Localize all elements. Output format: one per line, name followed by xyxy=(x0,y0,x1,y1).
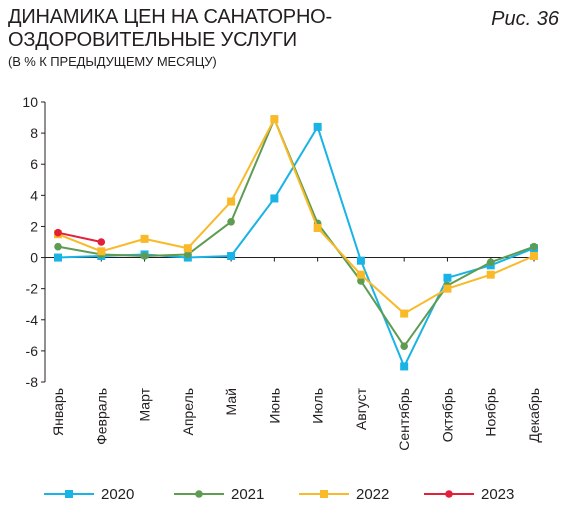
data-point-2020 xyxy=(227,252,236,260)
y-tick-label: 2 xyxy=(30,218,38,234)
data-point-2023 xyxy=(54,228,62,237)
x-tick-label: Июль xyxy=(310,388,326,424)
legend-label-2020: 2020 xyxy=(101,486,134,503)
data-point-2021 xyxy=(227,217,235,226)
x-tick-label: Июнь xyxy=(266,388,282,424)
series-line-2021 xyxy=(57,118,535,348)
series-line-2020 xyxy=(57,125,535,368)
data-point-2021 xyxy=(184,250,192,259)
data-point-2022 xyxy=(140,234,149,243)
data-point-2020 xyxy=(356,256,365,265)
data-point-2021 xyxy=(530,242,538,251)
x-tick-label: Март xyxy=(137,387,153,421)
series-line-2023 xyxy=(57,231,102,243)
data-point-2022 xyxy=(270,115,279,124)
data-point-2020 xyxy=(54,253,62,262)
y-tick-label: -8 xyxy=(26,374,39,390)
data-point-2022 xyxy=(97,247,106,256)
x-tick-label: Сентябрь xyxy=(396,388,412,451)
data-point-2022 xyxy=(486,270,495,279)
y-tick-label: 6 xyxy=(30,156,38,172)
legend-marker-2023 xyxy=(445,490,453,498)
y-tick-label: 0 xyxy=(30,250,38,266)
x-tick-label: Август xyxy=(353,387,369,430)
data-point-2020 xyxy=(270,194,279,203)
x-tick-label: Январь xyxy=(50,388,66,436)
y-tick-label: 8 xyxy=(30,125,38,141)
data-point-2021 xyxy=(357,277,365,285)
data-point-2022 xyxy=(400,309,409,318)
data-point-2021 xyxy=(400,342,408,351)
x-tick-label: Февраль xyxy=(93,388,109,445)
data-point-2022 xyxy=(530,252,538,260)
legend-label-2022: 2022 xyxy=(356,486,389,503)
x-tick-label: Ноябрь xyxy=(483,388,499,437)
x-tick-label: Октябрь xyxy=(439,388,455,442)
y-tick-label: 10 xyxy=(22,94,38,110)
data-point-2020 xyxy=(313,122,322,131)
data-point-2022 xyxy=(313,224,322,232)
legend-marker-2020 xyxy=(65,490,73,498)
y-tick-label: -2 xyxy=(26,281,39,297)
chart-title: ДИНАМИКА ЦЕН НА САНАТОРНО- ОЗДОРОВИТЕЛЬН… xyxy=(8,6,332,51)
data-point-2023 xyxy=(97,238,106,246)
x-tick-label: Май xyxy=(223,388,239,415)
data-point-2022 xyxy=(183,244,192,253)
legend-marker-2021 xyxy=(195,490,203,498)
chart-subtitle: (В % К ПРЕДЫДУЩЕМУ МЕСЯЦУ) xyxy=(8,54,217,69)
data-point-2022 xyxy=(227,197,236,206)
data-point-2020 xyxy=(400,362,409,371)
data-point-2020 xyxy=(443,273,452,282)
data-point-2021 xyxy=(486,258,495,267)
data-point-2021 xyxy=(140,252,149,260)
y-tick-label: -6 xyxy=(26,343,39,359)
data-point-2022 xyxy=(356,270,365,279)
figure-label: Рис. 36 xyxy=(491,8,559,30)
data-point-2022 xyxy=(443,284,452,293)
x-tick-label: Декабрь xyxy=(526,388,542,443)
legend-marker-2022 xyxy=(320,490,328,498)
series-line-2022 xyxy=(57,118,535,315)
x-tick-label: Апрель xyxy=(180,388,196,436)
data-point-2021 xyxy=(54,242,62,251)
legend-label-2023: 2023 xyxy=(481,486,514,503)
y-tick-label: 4 xyxy=(30,187,38,203)
y-tick-label: -4 xyxy=(26,312,39,328)
legend-label-2021: 2021 xyxy=(231,486,264,503)
